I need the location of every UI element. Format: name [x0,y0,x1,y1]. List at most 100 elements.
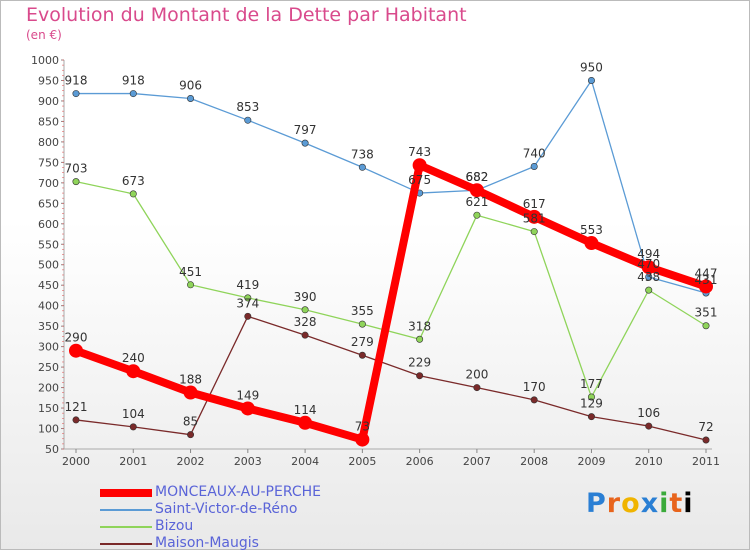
data-point [301,139,309,147]
data-point [72,90,80,98]
y-tick-label: 600 [38,218,59,231]
series-line [75,180,707,398]
data-label: 447 [695,266,718,280]
data-point [129,90,137,98]
data-label: 918 [122,74,145,88]
logo-letter: i [683,488,694,519]
data-label: 738 [351,147,374,161]
data-label: 114 [294,403,317,417]
legend-swatch [100,543,152,545]
data-point [645,286,653,294]
data-point [645,422,653,430]
data-point [699,279,713,294]
y-tick-label: 750 [38,156,59,169]
x-tick-label: 2001 [119,455,147,468]
data-point [129,423,137,431]
data-point [72,416,80,424]
data-label: 149 [236,388,259,402]
data-label: 703 [65,162,88,176]
y-tick-label: 300 [38,341,59,354]
legend-label: MONCEAUX-AU-PERCHE [155,484,321,500]
series-line [75,79,707,294]
y-tick-label: 100 [38,423,59,436]
data-point [587,413,595,421]
data-point [358,163,366,171]
legend-swatch [100,509,152,511]
data-point [412,158,427,173]
legend-label: Maison-Maugis [155,535,259,551]
y-tick-label: 200 [38,382,59,395]
data-label: 229 [408,356,431,370]
data-label: 950 [580,60,603,74]
data-label: 328 [294,315,317,329]
data-point [129,190,137,198]
data-label: 853 [236,100,259,114]
data-label: 318 [408,319,431,333]
logo-letter: r [606,488,622,519]
data-point [355,432,370,447]
chart-title: Evolution du Montant de la Dette par Hab… [26,4,467,26]
data-point [416,335,424,343]
data-label: 85 [183,415,198,429]
data-point [183,385,198,400]
y-tick-label: 150 [38,402,59,415]
data-label: 170 [523,380,546,394]
data-label: 73 [355,420,370,434]
data-point [702,322,710,330]
data-label: 129 [580,397,603,411]
y-tick-label: 250 [38,361,59,374]
y-tick-label: 450 [38,279,59,292]
y-tick-label: 500 [38,259,59,272]
data-point [72,178,80,186]
x-tick-label: 2009 [577,455,605,468]
data-point [187,94,195,102]
y-tick-label: 400 [38,300,59,313]
y-tick-label: 650 [38,197,59,210]
series-line [72,161,710,444]
logo-letter: P [586,488,607,519]
data-label: 451 [179,265,202,279]
legend-label: Saint-Victor-de-Réno [155,501,298,517]
data-label: 494 [637,247,660,261]
x-tick-label: 2000 [62,455,90,468]
data-point [358,351,366,359]
data-label: 621 [465,195,488,209]
proxiti-logo: Proxiti [586,488,694,519]
data-label: 431 [695,273,718,287]
data-point [530,162,538,170]
data-label: 351 [695,306,718,320]
data-label: 617 [523,197,546,211]
y-tick-label: 550 [38,238,59,251]
x-tick-label: 2010 [635,455,663,468]
data-label: 72 [698,420,713,434]
data-label: 374 [236,296,259,310]
data-label: 419 [236,278,259,292]
data-label: 675 [408,173,431,187]
data-label: 355 [351,304,374,318]
data-point [187,281,195,289]
x-tick-label: 2004 [291,455,319,468]
data-label: 200 [465,368,488,382]
y-tick-label: 50 [45,443,59,456]
y-tick-label: 700 [38,177,59,190]
logo-letter: t [669,488,684,519]
data-point [527,209,542,224]
x-tick-label: 2003 [234,455,262,468]
x-tick-label: 2006 [406,455,434,468]
data-label: 279 [351,335,374,349]
x-tick-label: 2011 [692,455,720,468]
legend-swatch [100,489,152,497]
data-label: 740 [523,146,546,160]
data-point [641,260,656,275]
logo-letter: i [659,488,670,519]
data-point [69,343,83,358]
data-label: 581 [523,212,546,226]
data-point [298,415,313,430]
data-point [126,364,141,379]
data-point [358,320,366,328]
data-point [469,183,484,198]
data-label: 470 [637,257,660,271]
x-tick-label: 2007 [463,455,491,468]
data-point [584,236,599,251]
data-label: 290 [65,331,88,345]
